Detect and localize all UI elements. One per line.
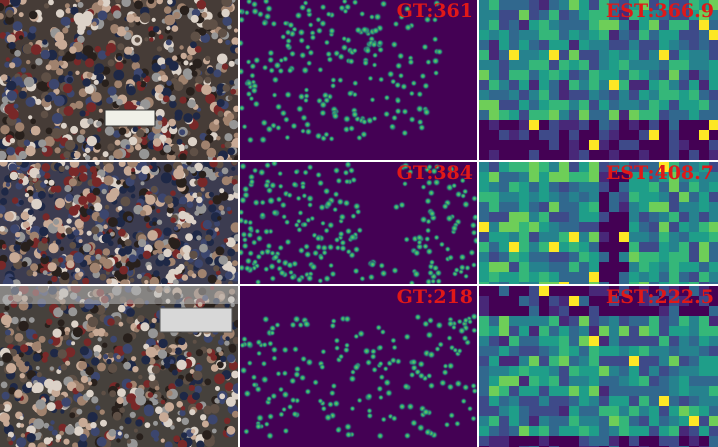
gt-count-label-row-1: GT:361 [396, 0, 473, 22]
est-density-map-row-2: EST:408.7 [479, 162, 718, 284]
est-count-label-row-2: EST:408.7 [605, 162, 714, 184]
gt-density-3-image [240, 286, 477, 447]
crowd-photo-row-3 [0, 286, 238, 447]
crowd-photo-1-image [0, 0, 238, 160]
est-density-1-image [479, 0, 718, 160]
est-density-map-row-1: EST:366.9 [479, 0, 718, 160]
gt-count-label-row-3: GT:218 [396, 286, 473, 308]
crowd-photo-2-image [0, 162, 238, 284]
est-density-3-image [479, 286, 718, 447]
gt-density-map-row-1: GT:361 [240, 0, 477, 160]
crowd-photo-3-image [0, 286, 238, 447]
crowd-photo-row-2 [0, 162, 238, 284]
gt-count-label-row-2: GT:384 [396, 162, 473, 184]
gt-density-map-row-2: GT:384 [240, 162, 477, 284]
gt-density-map-row-3: GT:218 [240, 286, 477, 447]
gt-density-1-image [240, 0, 477, 160]
est-density-map-row-3: EST:222.5 [479, 286, 718, 447]
gt-density-2-image [240, 162, 477, 284]
est-count-label-row-3: EST:222.5 [605, 286, 714, 308]
est-count-label-row-1: EST:366.9 [605, 0, 714, 22]
crowd-photo-row-1 [0, 0, 238, 160]
est-density-2-image [479, 162, 718, 284]
